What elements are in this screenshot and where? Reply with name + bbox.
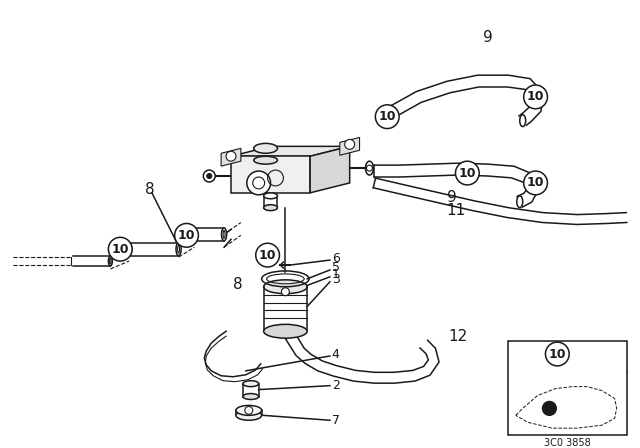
Text: 3: 3 [332,273,340,286]
Text: 10: 10 [259,249,276,262]
Circle shape [175,224,198,247]
Text: 3C0 3858: 3C0 3858 [544,438,591,448]
Circle shape [345,139,355,149]
Text: 9: 9 [447,190,456,205]
Ellipse shape [253,143,278,153]
Text: 5: 5 [332,262,340,275]
Text: 4: 4 [332,348,340,361]
Text: 10: 10 [178,229,195,242]
Ellipse shape [243,381,259,387]
Ellipse shape [236,405,262,415]
Circle shape [545,342,569,366]
Ellipse shape [264,324,307,338]
Circle shape [376,105,399,129]
Circle shape [256,243,280,267]
Circle shape [204,170,215,182]
Polygon shape [221,148,241,166]
Circle shape [282,288,289,296]
Ellipse shape [192,228,197,241]
Ellipse shape [127,243,132,256]
Text: 8: 8 [233,277,243,292]
Circle shape [226,151,236,161]
Ellipse shape [253,156,278,164]
Text: 12: 12 [449,329,468,344]
Polygon shape [340,138,360,155]
Text: 2: 2 [332,379,340,392]
Ellipse shape [221,228,227,241]
Polygon shape [231,146,349,156]
Polygon shape [231,156,310,193]
Ellipse shape [264,205,278,211]
Text: 11: 11 [447,203,466,218]
Ellipse shape [236,410,262,420]
Circle shape [108,237,132,261]
Ellipse shape [516,196,523,208]
Text: 1: 1 [332,268,340,281]
Polygon shape [310,146,349,193]
Text: 9: 9 [483,30,493,45]
Bar [508,341,627,435]
Text: 7: 7 [332,414,340,427]
Text: 10: 10 [459,167,476,180]
Circle shape [247,171,271,195]
Ellipse shape [108,256,113,266]
Circle shape [524,85,547,109]
Text: 10: 10 [548,348,566,361]
Text: 8: 8 [145,182,155,198]
Ellipse shape [243,393,259,400]
Circle shape [456,161,479,185]
Circle shape [524,171,547,195]
Ellipse shape [365,161,373,175]
Circle shape [543,401,556,415]
Ellipse shape [264,193,278,199]
Text: 10: 10 [378,110,396,123]
Text: 6: 6 [332,252,340,265]
Text: 10: 10 [111,243,129,256]
Ellipse shape [520,115,525,127]
Ellipse shape [264,280,307,294]
Text: 10: 10 [527,177,544,190]
Ellipse shape [176,243,181,256]
Circle shape [207,173,212,178]
Text: 10: 10 [527,90,544,103]
